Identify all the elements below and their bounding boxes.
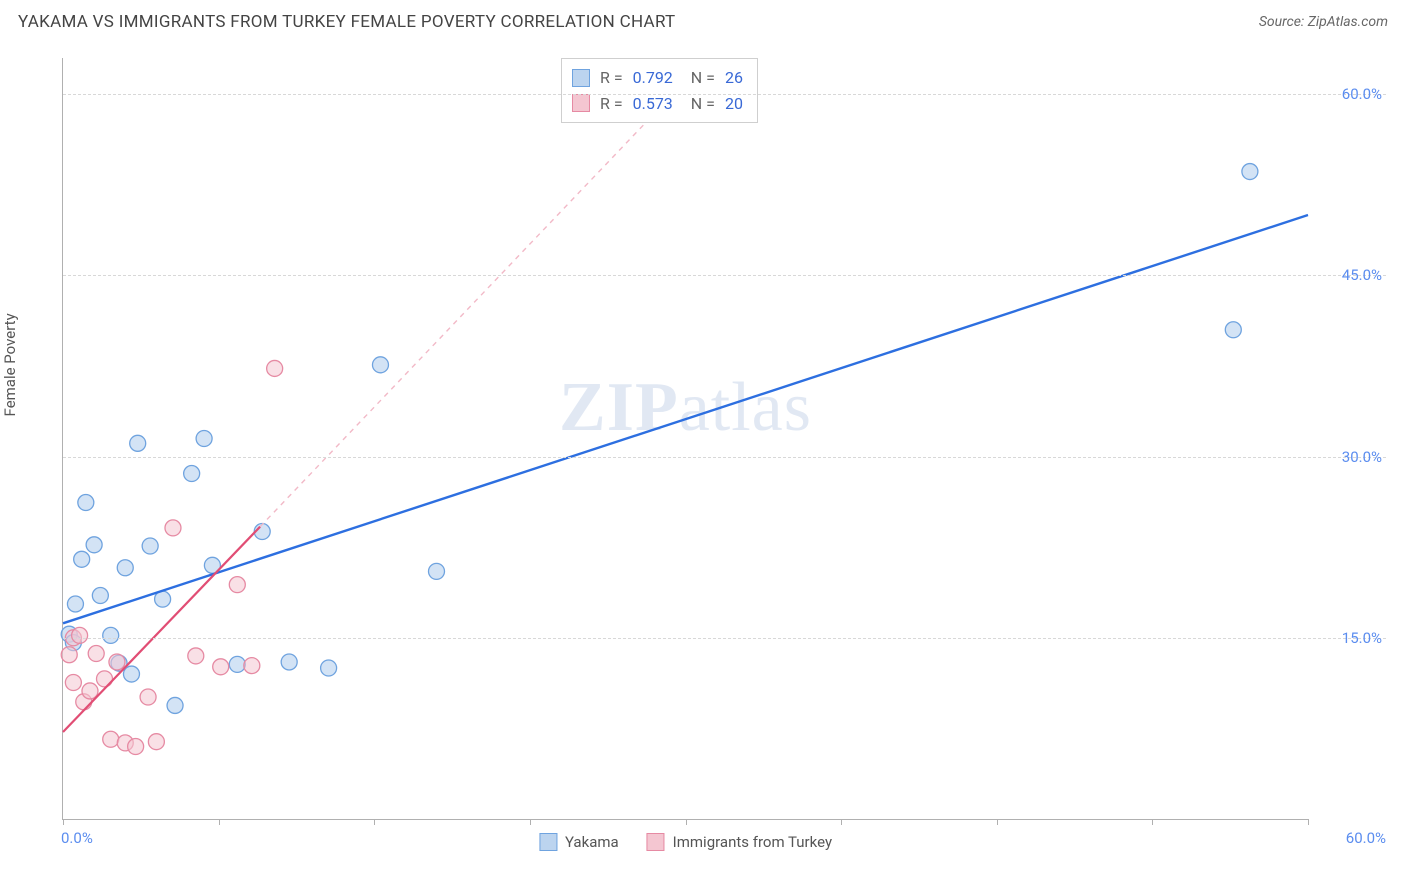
- x-tick: [997, 819, 998, 825]
- y-tick-label: 60.0%: [1342, 85, 1382, 103]
- data-point: [281, 654, 297, 670]
- chart-title: YAKAMA VS IMMIGRANTS FROM TURKEY FEMALE …: [18, 12, 676, 32]
- x-tick: [841, 819, 842, 825]
- gridline: [63, 275, 1386, 276]
- data-point: [88, 646, 104, 662]
- data-point: [142, 538, 158, 554]
- legend-label-turkey: Immigrants from Turkey: [673, 833, 832, 851]
- data-point: [321, 660, 337, 676]
- data-point: [67, 596, 83, 612]
- trend-line: [260, 70, 696, 527]
- chart-area: Female Poverty ZIPatlas R = 0.792 N = 26…: [18, 44, 1388, 874]
- x-tick: [1152, 819, 1153, 825]
- source-label: Source: ZipAtlas.com: [1259, 14, 1388, 30]
- y-tick-label: 45.0%: [1342, 266, 1382, 284]
- data-point: [244, 658, 260, 674]
- data-point: [74, 551, 90, 567]
- data-point: [72, 627, 88, 643]
- data-point: [103, 731, 119, 747]
- data-point: [167, 697, 183, 713]
- data-point: [213, 659, 229, 675]
- x-tick: [63, 819, 64, 825]
- data-point: [140, 689, 156, 705]
- data-point: [372, 357, 388, 373]
- data-point: [61, 647, 77, 663]
- stat-r-yakama: 0.792: [633, 65, 673, 91]
- data-point: [184, 466, 200, 482]
- x-tick: [1308, 819, 1309, 825]
- swatch-turkey: [572, 94, 590, 112]
- data-point: [429, 563, 445, 579]
- gridline: [63, 457, 1386, 458]
- data-point: [86, 537, 102, 553]
- data-point: [117, 560, 133, 576]
- stats-legend-box: R = 0.792 N = 26 R = 0.573 N = 20: [561, 58, 758, 123]
- data-point: [65, 675, 81, 691]
- gridline: [63, 94, 1386, 95]
- stat-r-label: R =: [600, 65, 623, 91]
- data-point: [229, 656, 245, 672]
- data-point: [229, 577, 245, 593]
- y-tick-label: 15.0%: [1342, 629, 1382, 647]
- data-point: [128, 739, 144, 755]
- legend-swatch-turkey: [647, 833, 665, 851]
- swatch-yakama: [572, 69, 590, 87]
- data-point: [123, 666, 139, 682]
- data-point: [188, 648, 204, 664]
- x-tick: [374, 819, 375, 825]
- data-point: [1225, 322, 1241, 338]
- plot-region: ZIPatlas R = 0.792 N = 26 R = 0.573 N = …: [62, 58, 1308, 820]
- data-point: [1242, 164, 1258, 180]
- x-tick: [686, 819, 687, 825]
- x-tick-label-max: 60.0%: [1346, 829, 1386, 847]
- stats-row-yakama: R = 0.792 N = 26: [572, 65, 743, 91]
- legend-swatch-yakama: [539, 833, 557, 851]
- data-point: [103, 627, 119, 643]
- gridline: [63, 638, 1386, 639]
- stat-n-label: N =: [691, 65, 715, 91]
- legend-item-turkey: Immigrants from Turkey: [647, 833, 832, 851]
- y-axis-label: Female Poverty: [1, 313, 19, 416]
- data-point: [196, 431, 212, 447]
- bottom-legend: Yakama Immigrants from Turkey: [539, 833, 832, 851]
- legend-label-yakama: Yakama: [565, 833, 619, 851]
- chart-svg: [63, 58, 1308, 819]
- data-point: [92, 588, 108, 604]
- x-tick: [530, 819, 531, 825]
- x-tick-label-min: 0.0%: [61, 829, 93, 847]
- data-point: [78, 495, 94, 511]
- data-point: [267, 360, 283, 376]
- data-point: [130, 435, 146, 451]
- trend-line: [63, 527, 260, 732]
- legend-item-yakama: Yakama: [539, 833, 619, 851]
- data-point: [109, 654, 125, 670]
- y-tick-label: 30.0%: [1342, 448, 1382, 466]
- x-tick: [219, 819, 220, 825]
- data-point: [165, 520, 181, 536]
- data-point: [148, 734, 164, 750]
- stat-n-yakama: 26: [725, 65, 743, 91]
